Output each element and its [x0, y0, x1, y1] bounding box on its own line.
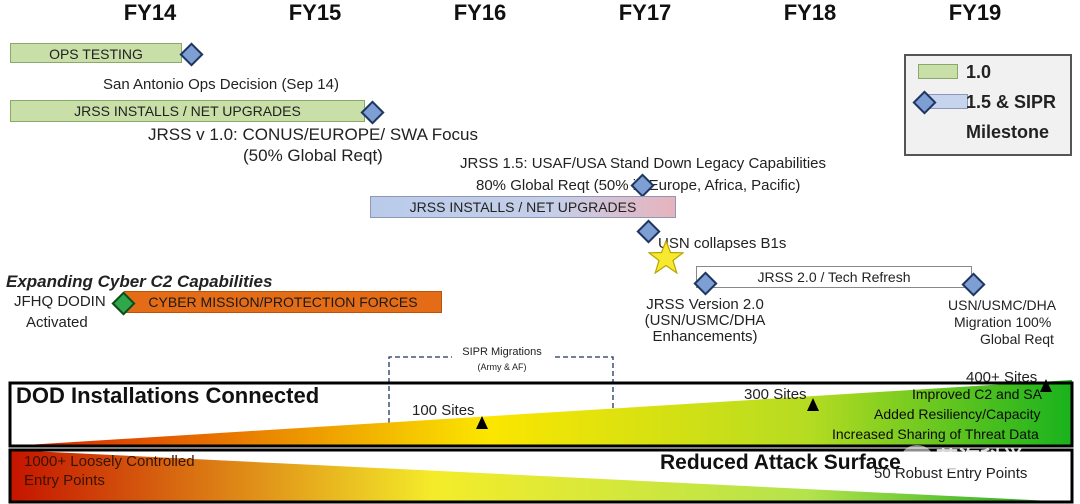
- jfhq-label-line2: Activated: [26, 314, 88, 331]
- fy16-header: FY16: [453, 0, 507, 25]
- expanding-cyber-title: Expanding Cyber C2 Capabilities: [6, 272, 273, 291]
- sites-100-label: 100 Sites: [412, 402, 475, 419]
- jrss-v2-label-line1: JRSS Version 2.0: [646, 296, 764, 313]
- sites-300-marker-icon: [807, 398, 819, 411]
- legend-milestone-label: Milestone: [966, 122, 1050, 142]
- fy17-header: FY17: [618, 0, 672, 25]
- ops-testing-milestone-icon: [179, 42, 204, 67]
- cyber-forces-bar: CYBER MISSION/PROTECTION FORCES: [124, 291, 442, 313]
- fy19-header: FY19: [948, 0, 1002, 25]
- jrss-2-bar: JRSS 2.0 / Tech Refresh: [696, 266, 972, 288]
- sites-100-marker-icon: [476, 416, 488, 429]
- sites-400-label: 400+ Sites: [966, 369, 1038, 386]
- fy15-header: FY15: [288, 0, 342, 25]
- sipr-migrations-sublabel: (Army & AF): [477, 362, 527, 372]
- usn-dha-label-line3: Global Reqt: [980, 331, 1054, 347]
- sipr-migrations-label: SIPR Migrations: [452, 346, 552, 358]
- usn-dha-label-line1: USN/USMC/DHA: [948, 297, 1057, 313]
- star-icon: [648, 240, 684, 274]
- loosely-controlled-label-line1: 1000+ Loosely Controlled: [24, 453, 195, 470]
- jrss-v2-label-line3: Enhancements): [652, 328, 758, 345]
- ops-testing-bar: OPS TESTING: [10, 43, 182, 63]
- san-antonio-label: San Antonio Ops Decision (Sep 14): [103, 76, 339, 93]
- jrss-installs-bar-2: JRSS INSTALLS / NET UPGRADES: [370, 196, 676, 218]
- improved-c2-label: Improved C2 and SA: [912, 386, 1042, 402]
- usn-collapses-label: USN collapses B1s: [658, 235, 787, 252]
- jrss-v1-label-line2: (50% Global Reqt): [243, 146, 383, 165]
- legend-green-label: 1.0: [966, 62, 992, 82]
- legend-green-swatch: [918, 64, 958, 79]
- sites-400-marker-icon: [1040, 379, 1052, 392]
- watermark-text: 蓝海科学: [936, 447, 1025, 472]
- legend-blue-label: 1.5 & SIPR: [966, 92, 1057, 112]
- jrss-v2-label-line2: (USN/USMC/DHA: [644, 312, 766, 329]
- jrss-v1-label-line1: JRSS v 1.0: CONUS/EUROPE/ SWA Focus: [148, 125, 479, 144]
- robust-entry-points-label: 50 Robust Entry Points: [874, 465, 1028, 482]
- dod-installations-title: DOD Installations Connected: [16, 383, 320, 408]
- added-resiliency-label: Added Resiliency/Capacity: [874, 406, 1041, 422]
- legend-box: 1.0 1.5 & SIPR Milestone: [904, 54, 1072, 156]
- usn-dha-label-line2: Migration 100%: [954, 314, 1052, 330]
- jrss-installs-bar-1: JRSS INSTALLS / NET UPGRADES: [10, 100, 365, 122]
- fy14-header: FY14: [123, 0, 177, 25]
- wechat-icon: [902, 445, 932, 467]
- fy18-header: FY18: [783, 0, 837, 25]
- sites-300-label: 300 Sites: [744, 386, 807, 403]
- loosely-controlled-label-line2: Entry Points: [24, 472, 105, 489]
- jfhq-label-line1: JFHQ DODIN: [14, 293, 106, 310]
- reduced-attack-surface-title: Reduced Attack Surface: [660, 451, 901, 474]
- threat-data-label: Increased Sharing of Threat Data: [832, 426, 1039, 442]
- jrss15-label-line1: JRSS 1.5: USAF/USA Stand Down Legacy Cap…: [460, 155, 827, 172]
- bottom-wedges: [8, 380, 1074, 504]
